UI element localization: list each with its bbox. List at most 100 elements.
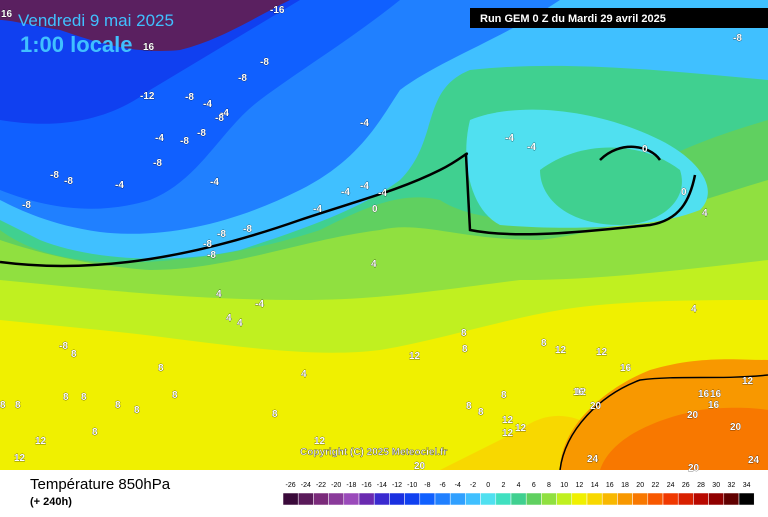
contour-label: 12 — [742, 376, 754, 387]
contour-label: -8 — [22, 200, 31, 211]
legend-swatch — [465, 492, 481, 506]
contour-label: -4 — [255, 299, 264, 310]
contour-label: 8 — [134, 405, 140, 416]
contour-label: 20 — [688, 463, 700, 474]
contour-label: 12 — [35, 436, 47, 447]
contour-label: 20 — [730, 422, 742, 433]
legend-swatch — [358, 492, 375, 506]
contour-label: 8 — [92, 427, 98, 438]
legend-swatch — [571, 492, 588, 506]
contour-label: -8 — [203, 239, 212, 250]
legend-swatch — [404, 492, 421, 506]
contour-label: 4 — [237, 318, 243, 329]
contour-label: 8 — [15, 400, 21, 411]
legend-tick: 34 — [743, 482, 751, 489]
legend-tick: 2 — [501, 482, 505, 489]
contour-label: 8 — [158, 363, 164, 374]
legend-swatch — [297, 492, 314, 506]
legend-tick: 18 — [621, 482, 629, 489]
run-info: Run GEM 0 Z du Mardi 29 avril 2025 — [480, 13, 666, 25]
legend-tick: -8 — [424, 482, 430, 489]
contour-label: -4 — [203, 99, 212, 110]
legend-tick: -4 — [455, 482, 461, 489]
contour-label: 16 — [698, 389, 710, 400]
legend-tick: -12 — [392, 482, 402, 489]
contour-label: -4 — [360, 118, 369, 129]
legend-swatch — [617, 492, 633, 506]
contour-label: 12 — [502, 415, 514, 426]
contour-label: 20 — [687, 410, 699, 421]
legend-swatch — [541, 492, 557, 506]
legend-swatch — [282, 492, 299, 506]
contour-label: 8 — [541, 338, 547, 349]
contour-label: 24 — [748, 455, 760, 466]
contour-label: -8 — [217, 229, 226, 240]
legend-tick: 20 — [636, 482, 644, 489]
contour-label: -4 — [115, 180, 124, 191]
footer-title: Température 850hPa — [30, 476, 171, 493]
contour-label: -8 — [153, 158, 162, 169]
contour-label: -8 — [59, 341, 68, 352]
legend-swatch — [434, 492, 451, 506]
contour-label: -4 — [360, 181, 369, 192]
contour-label: 8 — [478, 407, 484, 418]
contour-label: 12 — [14, 453, 26, 464]
contour-label: 12 — [502, 428, 514, 439]
contour-label: -4 — [505, 133, 514, 144]
contour-label: 0 — [681, 187, 687, 198]
contour-label: -8 — [185, 92, 194, 103]
contour-label: 8 — [0, 400, 6, 411]
contour-label: 20 — [590, 401, 602, 412]
contour-label: 4 — [216, 289, 222, 300]
contour-label: -4 — [210, 177, 219, 188]
contour-label: 8 — [172, 390, 178, 401]
contour-label: 8 — [63, 392, 69, 403]
contour-label: 8 — [272, 409, 278, 420]
legend-swatch — [647, 492, 664, 506]
legend-swatch — [343, 492, 360, 506]
contour-label: 16 — [708, 400, 720, 411]
legend-tick: 16 — [606, 482, 614, 489]
legend-tick: 4 — [517, 482, 521, 489]
legend-swatch — [495, 492, 512, 506]
contour-label: -8 — [238, 73, 247, 84]
contour-label: -8 — [64, 176, 73, 187]
legend-swatch — [662, 492, 679, 506]
contour-label: 4 — [226, 313, 232, 324]
legend-swatch — [738, 492, 755, 506]
legend-tick: 30 — [712, 482, 720, 489]
legend-swatch — [510, 492, 527, 506]
date: Vendredi 9 mai 2025 — [18, 11, 174, 30]
contour-label: -4 — [220, 108, 229, 119]
legend-swatch — [373, 492, 390, 506]
contour-label: -8 — [50, 170, 59, 181]
contour-label: 8 — [466, 401, 472, 412]
contour-label: -4 — [378, 188, 387, 199]
contour-label: -8 — [207, 250, 216, 261]
legend-swatch — [449, 492, 466, 506]
contour-label: 4 — [301, 369, 307, 380]
legend-swatch — [556, 492, 573, 506]
legend-swatch — [313, 492, 329, 506]
legend-tick: 26 — [682, 482, 690, 489]
contour-label: -12 — [140, 91, 155, 102]
legend-tick: 22 — [652, 482, 660, 489]
legend-tick: 0 — [486, 482, 490, 489]
contour-label: -8 — [197, 128, 206, 139]
contour-label: 16 — [573, 387, 585, 398]
contour-label: 12 — [575, 387, 587, 398]
contour-label: 8 — [501, 390, 507, 401]
contour-label: 8 — [462, 344, 468, 355]
legend-swatch — [632, 492, 649, 506]
contour-label: 0 — [372, 204, 378, 215]
contour-label: -4 — [527, 142, 536, 153]
legend-swatch — [708, 492, 725, 506]
contour-label: 0 — [642, 144, 648, 155]
legend-swatch — [601, 492, 618, 506]
contour-label: -4 — [341, 187, 350, 198]
contour-label: -8 — [243, 224, 252, 235]
legend-swatch — [328, 492, 345, 506]
